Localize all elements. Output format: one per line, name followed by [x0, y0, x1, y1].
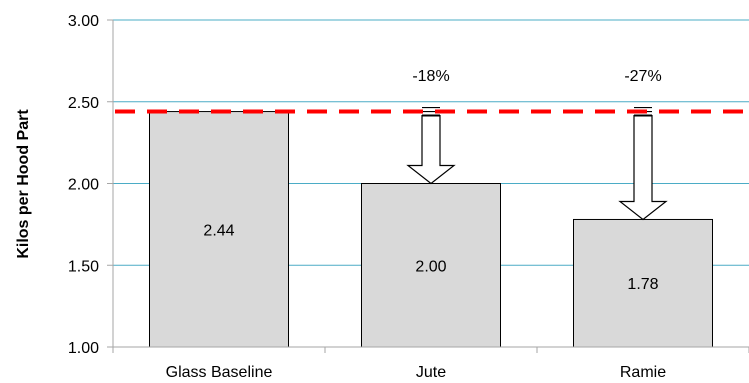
- y-tick-label: 2.50: [68, 95, 99, 112]
- labels: 1.00 1.50 2.00 2.50 3.00 2.44 Glass Baseline 2.…: [68, 13, 666, 381]
- reduction-label: -27%: [624, 68, 661, 85]
- bar-value-label: 2.00: [415, 258, 446, 275]
- bar: [149, 111, 289, 348]
- bar: [573, 218, 713, 348]
- axes: [107, 19, 749, 353]
- y-tick-label: 3.00: [68, 13, 99, 30]
- x-tick-label: Ramie: [620, 364, 666, 381]
- bar-value-label: 2.44: [203, 222, 234, 239]
- y-tick-label: 1.50: [68, 258, 99, 275]
- bar-value-label: 1.78: [627, 276, 658, 293]
- y-tick-label: 1.00: [68, 340, 99, 357]
- reduction-arrow: [618, 114, 668, 221]
- y-axis-title: Kilos per Hood Part: [15, 109, 32, 259]
- reduction-label: -18%: [412, 68, 449, 85]
- reduction-arrow: [406, 114, 456, 185]
- x-tick-label: Jute: [416, 364, 446, 381]
- y-tick-label: 2.00: [68, 177, 99, 194]
- x-tick-label: Glass Baseline: [166, 364, 273, 381]
